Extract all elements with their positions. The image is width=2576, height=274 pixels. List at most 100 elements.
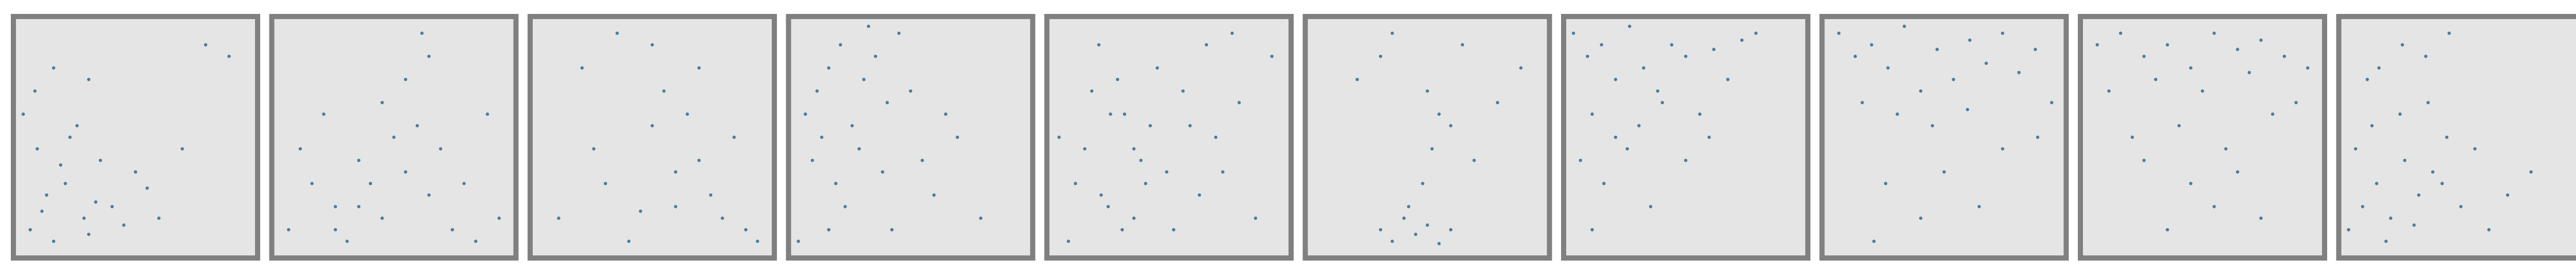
point (2259, 216, 2263, 220)
point (2417, 193, 2420, 197)
point (867, 24, 870, 28)
point (157, 216, 161, 220)
point (2119, 31, 2123, 35)
point (1660, 101, 1664, 104)
point (2384, 239, 2388, 243)
point (1083, 147, 1087, 151)
point (685, 112, 689, 116)
point (322, 112, 326, 116)
point (227, 55, 231, 58)
point (1860, 101, 1864, 104)
point (1449, 228, 1453, 232)
point (557, 216, 561, 220)
point (63, 182, 67, 185)
point (87, 77, 91, 82)
point (1230, 31, 1234, 35)
panel (786, 14, 1036, 261)
point (68, 135, 72, 139)
point (2529, 170, 2533, 174)
point (1238, 101, 1241, 104)
point (1421, 182, 1425, 185)
point (1649, 205, 1653, 208)
point (474, 239, 478, 243)
point (2431, 170, 2435, 174)
point (82, 216, 86, 220)
point (94, 200, 98, 204)
point (1590, 112, 1594, 116)
point (1106, 205, 1110, 208)
point (874, 55, 877, 58)
point (1449, 124, 1453, 127)
point (2130, 135, 2134, 139)
point (2050, 101, 2054, 104)
point (2189, 66, 2193, 70)
point (932, 193, 936, 197)
point (380, 216, 384, 220)
point (1074, 182, 1077, 185)
point (2306, 66, 2310, 70)
point (1571, 31, 1575, 35)
point (721, 216, 724, 220)
point (45, 193, 48, 197)
point (1872, 239, 1876, 243)
point (2107, 89, 2111, 93)
point (1181, 89, 1185, 93)
point (1156, 66, 1159, 70)
point (357, 158, 361, 162)
point (1965, 108, 1970, 111)
point (1221, 170, 1225, 174)
point (979, 216, 982, 220)
point (756, 239, 759, 243)
point (2294, 101, 2298, 104)
point (427, 55, 431, 58)
point (674, 170, 677, 174)
point (2017, 71, 2021, 74)
point (1968, 38, 1972, 42)
point (33, 89, 37, 93)
point (2487, 228, 2491, 232)
point (1414, 232, 1417, 236)
point (1952, 77, 1955, 82)
point (2375, 182, 2379, 185)
point (2095, 43, 2099, 47)
point (122, 223, 126, 227)
point (1712, 47, 1716, 51)
point (1579, 158, 1582, 162)
point (2142, 158, 2146, 162)
point (21, 112, 25, 116)
point (1430, 147, 1434, 151)
point (1754, 31, 1758, 35)
point (1919, 216, 1923, 220)
point (2459, 205, 2463, 208)
point (1602, 182, 1606, 185)
point (827, 66, 831, 70)
point (1402, 216, 1406, 220)
point (427, 193, 431, 197)
point (2177, 124, 2181, 127)
point (310, 182, 314, 185)
point (1144, 182, 1147, 185)
point (697, 66, 701, 70)
point (2142, 55, 2146, 58)
panel (2336, 14, 2576, 261)
point (1884, 182, 1888, 185)
point (333, 205, 337, 208)
point (1870, 43, 1873, 47)
point (1628, 24, 1632, 28)
point (1590, 228, 1594, 232)
point (2247, 71, 2251, 74)
point (1172, 228, 1176, 232)
point (850, 124, 854, 127)
point (1426, 223, 1429, 227)
point (2033, 47, 2037, 51)
point (1837, 31, 1841, 35)
point (1642, 66, 1646, 70)
point (1707, 135, 1711, 139)
point (2440, 182, 2444, 185)
point (2370, 124, 2374, 127)
point (357, 205, 361, 208)
point (1139, 158, 1143, 162)
point (1637, 124, 1641, 127)
point (1519, 66, 1523, 70)
point (604, 182, 607, 185)
